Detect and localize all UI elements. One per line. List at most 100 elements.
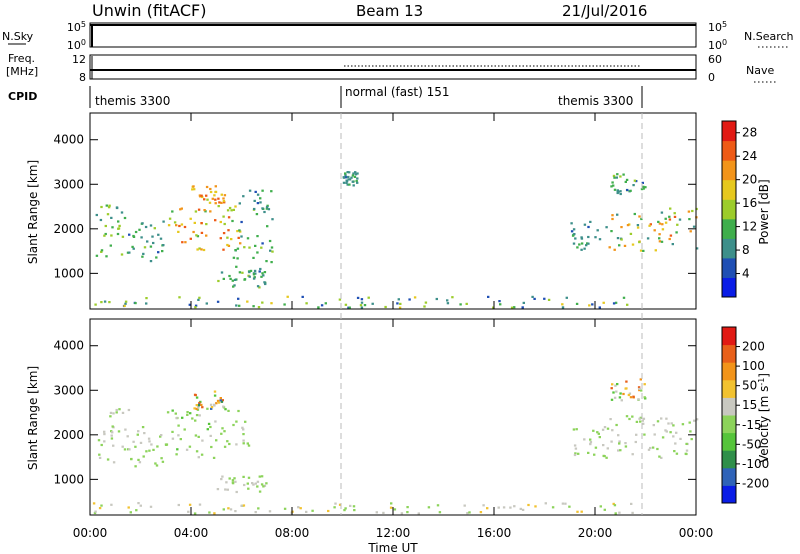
power-cell (661, 228, 665, 231)
velocity-cell (647, 448, 651, 451)
velocity-cell (185, 448, 189, 451)
velocity-cell (640, 389, 643, 392)
power-cell (198, 296, 201, 299)
velocity-cell (631, 415, 634, 418)
power-cell (193, 221, 196, 224)
velocity-cell (247, 476, 251, 479)
velocity-cell (213, 403, 216, 406)
power-cell (203, 209, 206, 212)
power-cell (283, 303, 286, 306)
velocity-cell (268, 510, 272, 513)
velocity-cell (191, 417, 194, 420)
velocity-cell (593, 453, 596, 456)
power-cell (612, 302, 616, 305)
velocity-cell (637, 386, 641, 389)
power-cell (320, 304, 324, 307)
velocity-cell (660, 456, 663, 459)
velocity-cell (612, 391, 615, 394)
velocity-cell (352, 505, 356, 508)
power-cell (267, 208, 271, 211)
velocity-cell (209, 403, 213, 406)
power-cell (688, 218, 691, 221)
date-title: 21/Jul/2016 (562, 2, 647, 20)
power-cell (196, 248, 199, 251)
power-cell (616, 173, 619, 176)
power-colorbar-frame (721, 120, 737, 298)
velocity-cell (112, 461, 116, 464)
power-cell (352, 172, 355, 175)
velocity-cell (206, 428, 209, 431)
velocity-cell (612, 502, 615, 505)
power-cell (570, 230, 574, 233)
power-cell (167, 224, 171, 227)
velocity-cell (223, 430, 226, 433)
velocity-cell (635, 433, 638, 436)
power-cell (270, 246, 274, 249)
velocity-cell (564, 502, 567, 505)
velocity-cell (605, 456, 608, 459)
power-cell (266, 225, 269, 228)
velocity-cell (194, 419, 197, 422)
power-cell (219, 220, 222, 224)
power-cell (151, 235, 154, 238)
power-cell (265, 260, 268, 263)
power-cell (589, 220, 592, 223)
velocity-colorbar-tick-label: 50 (742, 379, 757, 393)
velocity-cell (513, 505, 516, 508)
power-cell (629, 232, 633, 235)
power-cell (638, 241, 641, 244)
power-cell (184, 241, 187, 244)
power-cell (223, 194, 227, 197)
velocity-cell (594, 446, 598, 449)
power-cell (256, 235, 259, 238)
power-cell (237, 297, 240, 300)
power-cell (257, 306, 261, 309)
velocity-cell (137, 458, 140, 461)
velocity-cell (188, 445, 192, 448)
station-title: Unwin (fitACF) (92, 1, 206, 20)
velocity-cell (235, 443, 238, 446)
velocity-cell (209, 425, 212, 429)
power-cell (103, 300, 107, 303)
power-cell (261, 207, 264, 210)
power-cell (100, 249, 104, 252)
power-cell (254, 190, 257, 193)
power-cell (576, 246, 579, 249)
power-cell (232, 208, 235, 211)
velocity-colorbar-swatch (722, 327, 736, 346)
power-cell (286, 295, 289, 298)
velocity-cell (602, 454, 605, 457)
velocity-cell (106, 458, 110, 461)
power-cell (111, 226, 114, 229)
velocity-cell (616, 383, 619, 386)
power-cell (240, 220, 243, 224)
power-cell (234, 249, 237, 252)
velocity-cell (121, 445, 124, 448)
power-cell (226, 236, 229, 239)
velocity-cell (143, 432, 146, 435)
velocity-cell (221, 399, 224, 402)
velocity-cell (232, 423, 235, 427)
power-colorbar-swatch (722, 218, 736, 239)
power-cell (522, 301, 525, 304)
power-cell (625, 178, 629, 181)
power-cell (249, 269, 253, 272)
power-cell (342, 176, 345, 179)
power-cell (205, 302, 208, 305)
power-cell (110, 234, 113, 237)
power-cell (123, 304, 126, 307)
velocity-cell (174, 412, 177, 415)
velocity-cell (624, 445, 628, 448)
power-colorbar: 4 8 12 16 20 24 28 (721, 120, 757, 298)
x-tick-label: 04:00 (174, 526, 209, 540)
velocity-cell (134, 445, 137, 448)
velocity-cell (486, 507, 489, 510)
power-cell (194, 210, 198, 213)
velocity-cell (327, 509, 330, 513)
velocity-cell (145, 450, 148, 453)
power-cell (598, 306, 601, 309)
power-cell (123, 216, 127, 220)
power-cell (231, 279, 234, 282)
velocity-cell (656, 420, 660, 423)
power-cell (664, 217, 667, 220)
